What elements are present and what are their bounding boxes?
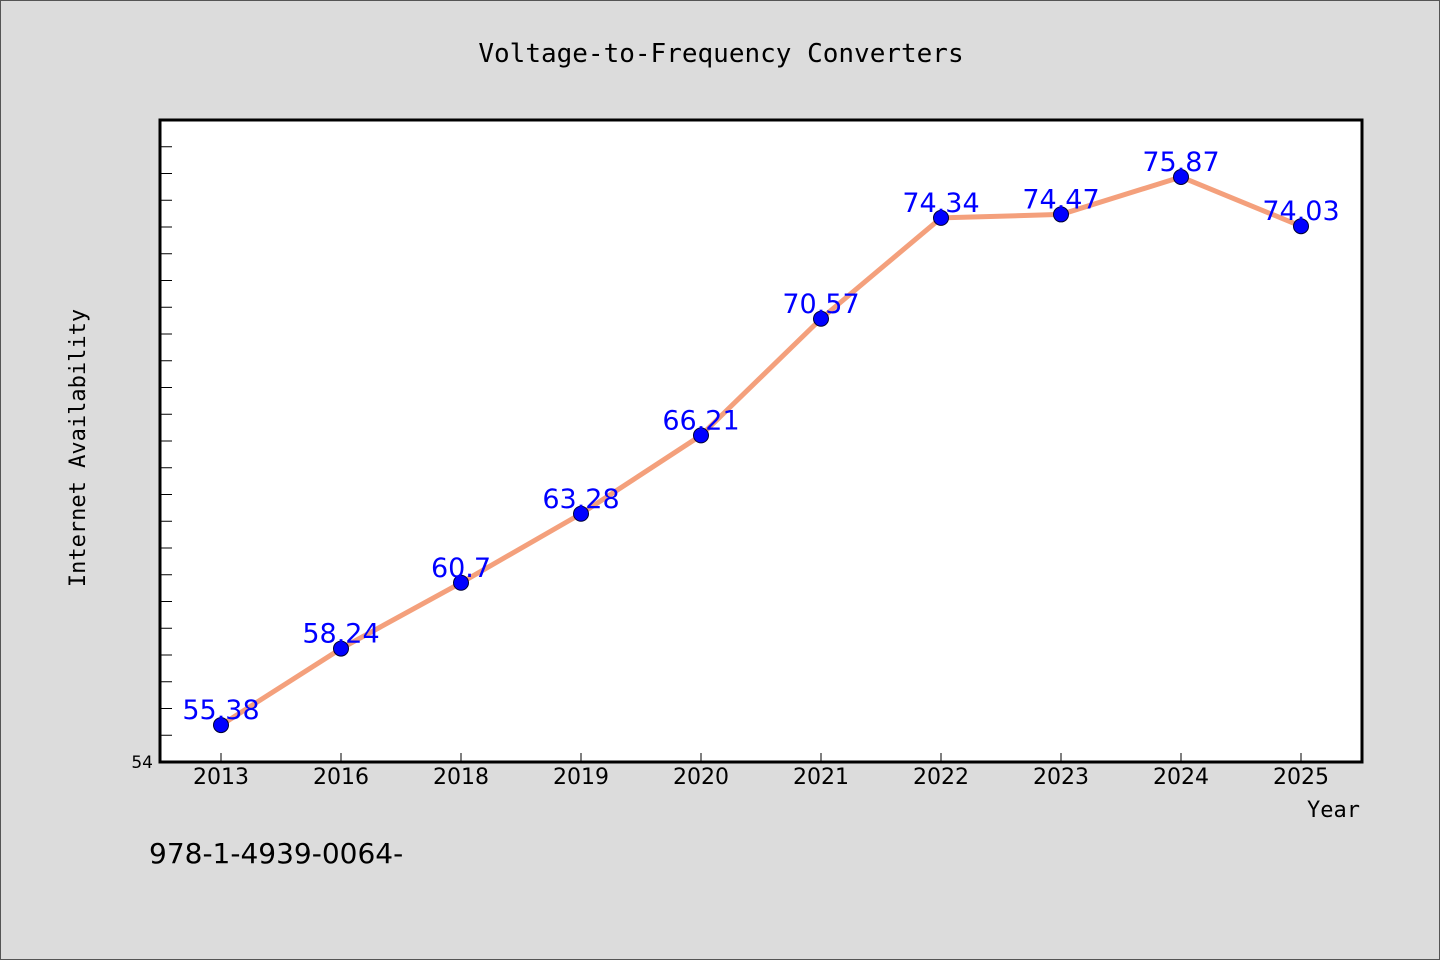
footer-text: 978-1-4939-0064-: [149, 837, 403, 870]
x-tick-label: 2022: [913, 765, 969, 790]
x-tick-label: 2020: [673, 765, 729, 790]
data-point-marker: [933, 209, 949, 226]
data-point-label: 66.21: [662, 405, 739, 436]
y-axis: 54: [131, 146, 172, 773]
data-point-label: 75.87: [1142, 147, 1219, 178]
data-point-label: 74.03: [1262, 196, 1339, 227]
data-point-label: 63.28: [542, 484, 619, 515]
x-tick-label: 2025: [1273, 765, 1329, 790]
data-point-label: 60.7: [431, 553, 491, 584]
x-tick-label: 2019: [553, 765, 609, 790]
data-point-marker: [813, 310, 829, 327]
data-point-marker: [213, 717, 229, 734]
data-point-marker: [453, 574, 469, 591]
plot-frame: [158, 118, 1364, 764]
x-tick-label: 2024: [1153, 765, 1209, 790]
x-tick-label: 2016: [313, 765, 369, 790]
y-tick-label: 54: [131, 753, 153, 773]
x-tick-label: 2021: [793, 765, 849, 790]
data-point-marker: [1053, 206, 1069, 223]
x-tick-label: 2018: [433, 765, 489, 790]
data-point-label: 74.47: [1022, 184, 1099, 215]
data-point-marker: [693, 427, 709, 444]
plot-area: [160, 120, 1362, 762]
data-point-marker: [1293, 218, 1309, 235]
chart-title: Voltage-to-Frequency Converters: [478, 39, 963, 69]
data-labels: 55.38 58.24 60.7 63.28 66.21 70.57 74.34 74.47 7…: [182, 147, 1339, 726]
data-point-marker: [1173, 168, 1189, 185]
series-markers: [213, 168, 1309, 734]
data-point-label: 70.57: [782, 289, 859, 320]
data-point-marker: [333, 640, 349, 657]
data-point-label: 58.24: [302, 619, 379, 650]
x-tick-label: 2023: [1033, 765, 1089, 790]
x-axis-label: Year: [1307, 798, 1360, 823]
data-point-marker: [573, 505, 589, 522]
data-point-label: 74.34: [902, 188, 979, 219]
y-axis-label: Internet Availability: [66, 309, 91, 587]
series-line: [219, 174, 1302, 728]
data-point-label: 55.38: [182, 695, 259, 726]
x-tick-label: 2013: [193, 765, 249, 790]
x-axis: 2013 2016 2018 2019 2020 2021 2022 2023 2024 2025: [193, 753, 1329, 790]
